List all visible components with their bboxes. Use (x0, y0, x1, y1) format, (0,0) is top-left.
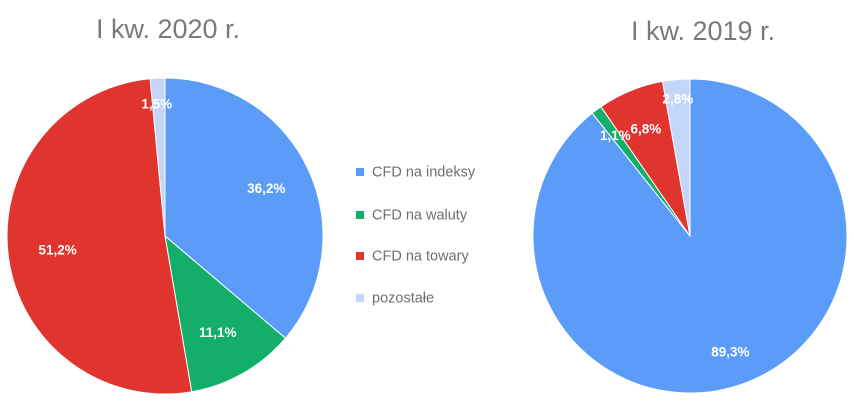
chart-title-2019: I kw. 2019 r. (631, 16, 775, 46)
pie-slice-pozostale (661, 78, 691, 237)
legend-swatch-towary (356, 252, 364, 260)
legend-label-indeksy: CFD na indeksy (372, 165, 476, 181)
pie-slice-waluty (164, 234, 287, 393)
legend-swatch-waluty (356, 211, 364, 219)
slice-label-pozostale: 2,8% (662, 91, 693, 106)
slice-label-indeksy: 89,3% (711, 345, 749, 360)
pie-chart-2019: 89,3% 1,1% 6,8% 2,8% (532, 78, 848, 394)
slice-label-pozostale: 1,5% (141, 96, 172, 111)
slice-label-waluty: 1,1% (600, 128, 631, 143)
pie-slice-indeksy (164, 77, 324, 339)
chart-title-2020: I kw. 2020 r. (96, 14, 240, 44)
pie-slice-pozostale (149, 77, 166, 237)
slice-label-towary: 6,8% (630, 122, 661, 137)
pie-slice-towary (6, 78, 193, 395)
legend-label-waluty: CFD na waluty (372, 208, 468, 224)
pie-chart-2020: 36,2% 11,1% 51,2% 1,5% (6, 77, 324, 395)
legend-label-pozostale: pozostałe (372, 291, 434, 307)
legend-label-towary: CFD na towary (372, 249, 469, 265)
slice-label-indeksy: 36,2% (247, 181, 285, 196)
slice-label-waluty: 11,1% (199, 325, 237, 340)
legend: CFD na indeksy CFD na waluty CFD na towa… (356, 165, 476, 307)
legend-swatch-indeksy (356, 168, 364, 176)
slice-label-towary: 51,2% (38, 243, 76, 258)
legend-swatch-pozostale (356, 294, 364, 302)
